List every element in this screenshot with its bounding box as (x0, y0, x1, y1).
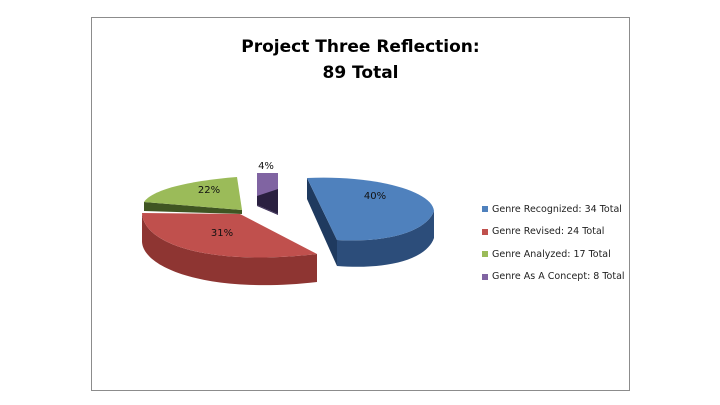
data-label-analyzed: 22% (198, 185, 220, 196)
legend-item-analyzed: Genre Analyzed: 17 Total (482, 243, 625, 266)
data-label-recognized: 40% (364, 191, 386, 202)
legend-label-recognized: Genre Recognized: 34 Total (492, 203, 622, 215)
legend-label-analyzed: Genre Analyzed: 17 Total (492, 248, 611, 260)
slice-top-recognized (307, 177, 434, 241)
slice-top-revised (142, 213, 317, 258)
legend-item-recognized: Genre Recognized: 34 Total (482, 198, 625, 221)
slice-side-recognized-2 (337, 211, 434, 267)
slice-group-analyzed (144, 177, 242, 214)
legend-label-revised: Genre Revised: 24 Total (492, 226, 605, 238)
slice-top-concept (257, 173, 278, 196)
slice-side-revised (142, 213, 317, 286)
pie-chart: 40% 31% 22% 4% (142, 161, 434, 286)
chart-title: Project Three Reflection: 89 Total (92, 34, 629, 86)
chart-frame: Project Three Reflection: 89 Total 40% 3… (91, 17, 630, 391)
legend-item-concept: Genre As A Concept: 8 Total (482, 266, 625, 289)
legend-swatch-concept (482, 273, 488, 280)
chart-title-line-2: 89 Total (322, 63, 399, 83)
data-label-revised: 31% (211, 228, 233, 239)
slice-group-concept (257, 173, 278, 215)
slice-side-analyzed (144, 202, 242, 214)
slice-side-recognized (307, 178, 337, 266)
data-label-concept: 4% (258, 161, 274, 172)
legend: Genre Recognized: 34 Total Genre Revised… (482, 198, 625, 288)
legend-item-revised: Genre Revised: 24 Total (482, 221, 625, 244)
chart-title-line-1: Project Three Reflection: (241, 37, 480, 57)
legend-swatch-analyzed (482, 251, 488, 258)
slice-group-recognized (307, 177, 434, 267)
legend-label-concept: Genre As A Concept: 8 Total (492, 271, 625, 283)
legend-swatch-revised (482, 228, 488, 235)
legend-swatch-recognized (482, 206, 488, 213)
slice-side-concept-2 (257, 205, 278, 215)
slice-top-analyzed (144, 177, 242, 210)
slice-group-revised (142, 213, 317, 286)
